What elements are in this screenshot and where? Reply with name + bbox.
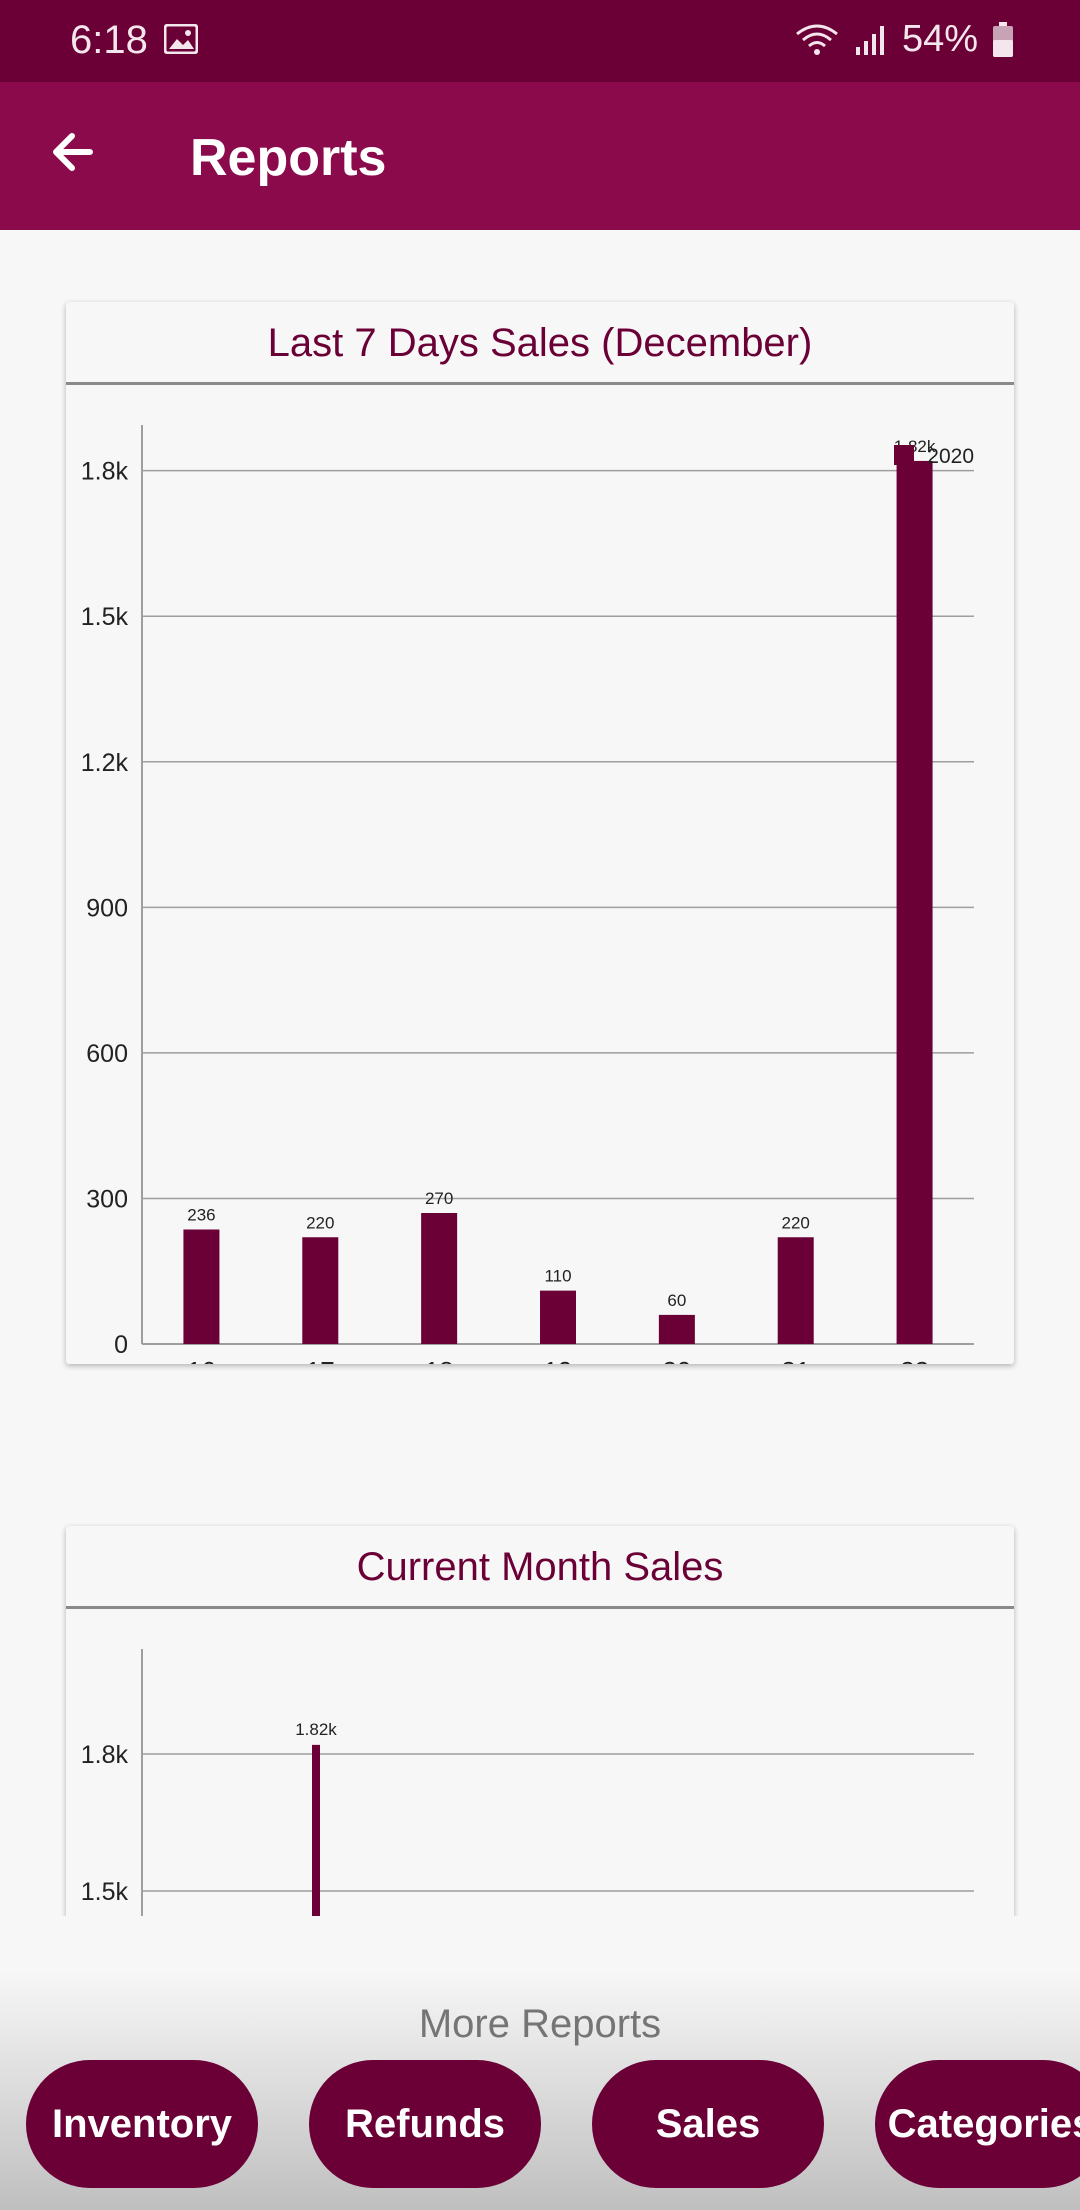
x-tick-label: 21 (781, 1356, 810, 1364)
y-tick-label: 600 (86, 1040, 128, 1068)
y-tick-label: 300 (86, 1185, 128, 1213)
app-bar: Reports (0, 82, 1080, 230)
data-label: 236 (187, 1205, 215, 1224)
y-tick-label: 1.8k (81, 1741, 129, 1769)
bar (421, 1212, 458, 1344)
y-tick-label: 900 (86, 894, 128, 922)
legend-swatch (894, 445, 914, 465)
reports-content[interactable]: Last 7 Days Sales (December) 0 300 600 900 1… (0, 230, 1080, 1916)
gallery-notification-icon (164, 24, 198, 54)
sales-button[interactable]: Sales (592, 2060, 824, 2188)
signal-icon (855, 25, 884, 55)
bar (540, 1290, 576, 1344)
last-7-days-bar-chart: 0 300 600 900 1.2k 1.5k 1.8k 236 16 220 17 270 18 110… (81, 425, 974, 1364)
x-tick-label: 19 (544, 1356, 573, 1364)
battery-percentage: 54% (901, 18, 978, 60)
back-arrow-icon[interactable] (40, 116, 112, 188)
current-month-chart-card: Current Month Sales 1.5k 1.8k 1.82k (66, 1526, 1014, 1916)
more-reports-panel: More Reports Inventory Refunds Sales Cat… (0, 1968, 1080, 2210)
bar (183, 1229, 220, 1344)
categories-button[interactable]: Categories (875, 2060, 1080, 2188)
y-tick-label: 0 (114, 1331, 128, 1359)
x-tick-label: 16 (187, 1356, 216, 1364)
y-tick-label: 1.5k (81, 1878, 129, 1906)
data-label: 220 (782, 1213, 810, 1232)
data-label: 110 (544, 1267, 571, 1286)
x-tick-label: 20 (662, 1356, 691, 1364)
data-label: 270 (425, 1189, 453, 1208)
last-7-days-chart-card: Last 7 Days Sales (December) 0 300 600 900 1… (66, 302, 1014, 1364)
y-tick-label: 1.5k (81, 603, 129, 631)
refunds-button[interactable]: Refunds (309, 2060, 541, 2188)
status-time: 6:18 (70, 18, 148, 62)
battery-icon (993, 21, 1013, 57)
wifi-icon (796, 24, 838, 55)
legend-label: 2020 (927, 445, 974, 468)
bar (302, 1237, 339, 1344)
more-reports-label: More Reports (418, 2002, 662, 2046)
bar (896, 460, 933, 1344)
x-tick-label: 17 (306, 1356, 335, 1364)
bar (658, 1314, 695, 1344)
chart-title: Current Month Sales (66, 1526, 1014, 1609)
x-tick-label: 18 (425, 1356, 454, 1364)
x-tick-label: 22 (900, 1356, 929, 1364)
bar (777, 1237, 814, 1344)
data-label: 1.82k (295, 1720, 337, 1739)
data-label: 60 (667, 1291, 686, 1310)
bar (312, 1744, 320, 1916)
y-tick-label: 1.8k (81, 458, 129, 486)
y-tick-label: 1.2k (81, 749, 129, 777)
page-title: Reports (190, 129, 387, 187)
status-bar: 6:18 54% (0, 0, 1080, 82)
inventory-button[interactable]: Inventory (26, 2060, 258, 2188)
data-label: 220 (306, 1213, 334, 1232)
current-month-bar-chart: 1.5k 1.8k 1.82k (81, 1649, 974, 1916)
chart-title: Last 7 Days Sales (December) (66, 302, 1014, 385)
